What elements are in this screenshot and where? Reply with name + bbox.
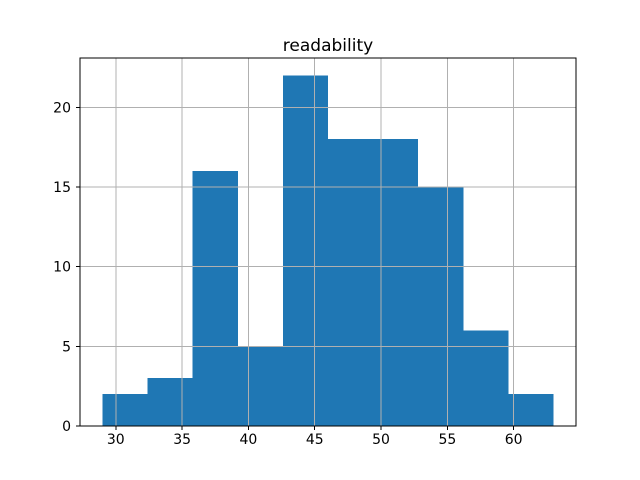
axes-layer: [79, 57, 577, 427]
x-tick-label: 35: [173, 432, 191, 448]
y-tick-label: 0: [62, 419, 71, 435]
x-tick-label: 45: [306, 432, 324, 448]
histogram-bar: [147, 378, 193, 426]
histogram-bar: [237, 346, 283, 426]
histogram-bar: [192, 171, 238, 426]
tick-layer: 30 35 40 45 50 55 60 0 5 10 15 20: [53, 100, 522, 448]
chart-title: readability: [283, 36, 373, 56]
axes-frame: [79, 57, 577, 427]
histogram-bar: [418, 187, 464, 426]
x-tick-label: 60: [505, 432, 523, 448]
y-tick-label: 15: [53, 180, 71, 196]
x-tick-label: 50: [372, 432, 390, 448]
y-tick-label: 20: [53, 100, 71, 116]
histogram-bar: [282, 75, 328, 427]
histogram-bar: [463, 330, 509, 426]
histogram-bar: [328, 139, 374, 426]
grid-layer: [80, 58, 576, 427]
histogram-bar: [373, 139, 419, 426]
y-tick-label: 10: [53, 260, 71, 276]
y-tick-label: 5: [62, 339, 71, 355]
histogram-bar: [508, 394, 554, 426]
x-tick-label: 30: [107, 432, 125, 448]
x-tick-label: 40: [240, 432, 258, 448]
bars-layer: [102, 75, 554, 427]
x-tick-label: 55: [438, 432, 456, 448]
histogram-bar: [102, 394, 148, 426]
